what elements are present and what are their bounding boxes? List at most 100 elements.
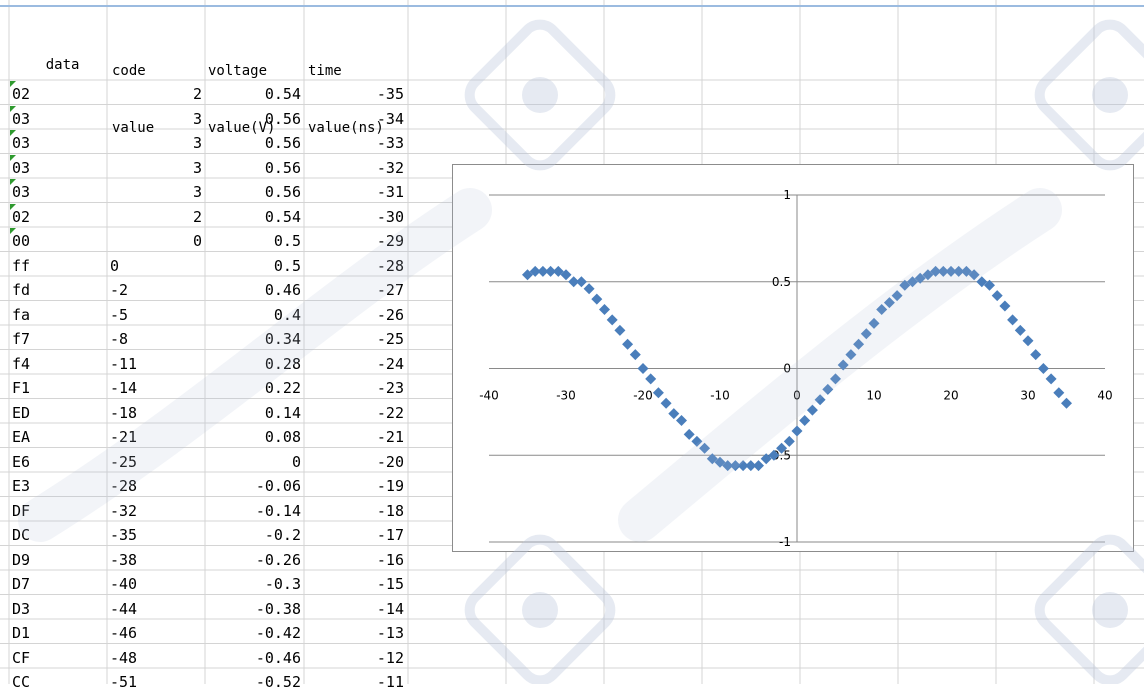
cell-time[interactable]: -12 [376,648,404,667]
cell-code[interactable]: -2 [110,281,129,299]
cell-code[interactable]: -51 [110,673,138,691]
cell-data[interactable]: CC [12,673,31,691]
cell-voltage[interactable]: 0.28 [264,354,301,373]
cell-voltage[interactable]: -0.46 [255,648,301,667]
header-time-value[interactable]: time value(ns) [308,24,408,176]
cell-data[interactable]: EA [12,428,31,446]
cell-time[interactable]: -30 [376,207,404,226]
cell-voltage[interactable]: 0.54 [264,207,301,226]
cell-voltage[interactable]: 0.56 [264,134,301,152]
cell-voltage[interactable]: 0.54 [264,85,301,103]
cell-code[interactable]: 2 [192,207,202,226]
cell-data[interactable]: D7 [12,575,31,593]
cell-data[interactable]: D1 [12,624,31,642]
cell-code[interactable]: -38 [110,550,138,569]
cell-data[interactable]: fa [12,305,31,324]
cell-data[interactable]: 02 [12,207,31,226]
cell-data[interactable]: 03 [12,109,31,128]
cell-time[interactable]: -31 [376,183,404,201]
cell-time[interactable]: -24 [376,354,404,373]
cell-voltage[interactable]: 0.5 [273,256,301,275]
cell-data[interactable]: f4 [12,354,31,373]
cell-code[interactable]: -18 [110,403,138,422]
cell-data[interactable]: E3 [12,477,31,495]
cell-voltage[interactable]: -0.52 [255,673,301,691]
cell-voltage[interactable]: -0.42 [255,624,301,642]
cell-voltage[interactable]: 0.08 [264,428,301,446]
cell-voltage[interactable]: 0.46 [264,281,301,299]
cell-voltage[interactable]: 0.14 [264,403,301,422]
cell-data[interactable]: 03 [12,134,31,152]
cell-time[interactable]: -34 [376,109,404,128]
cell-code[interactable]: -40 [110,575,138,593]
cell-voltage[interactable]: -0.38 [255,599,301,618]
cell-code[interactable]: 3 [192,134,202,152]
cell-code[interactable]: -5 [110,305,129,324]
cell-code[interactable]: -8 [110,330,129,348]
cell-time[interactable]: -19 [376,477,404,495]
cell-time[interactable]: -14 [376,599,404,618]
cell-time[interactable]: -28 [376,256,404,275]
header-code-value[interactable]: code value [112,24,202,176]
cell-code[interactable]: 0 [192,232,202,250]
cell-data[interactable]: 02 [12,85,31,103]
cell-code[interactable]: -44 [110,599,138,618]
cell-time[interactable]: -35 [376,85,404,103]
cell-code[interactable]: 2 [192,85,202,103]
cell-data[interactable]: D9 [12,550,31,569]
cell-code[interactable]: 3 [192,109,202,128]
cell-data[interactable]: fd [12,281,31,299]
cell-time[interactable]: -18 [376,501,404,520]
cell-voltage[interactable]: -0.14 [255,501,301,520]
cell-time[interactable]: -22 [376,403,404,422]
cell-time[interactable]: -23 [376,379,404,397]
cell-voltage[interactable]: 0.56 [264,109,301,128]
cell-voltage[interactable]: 0 [291,452,301,471]
cell-time[interactable]: -20 [376,452,404,471]
cell-data[interactable]: DF [12,501,31,520]
cell-data[interactable]: D3 [12,599,31,618]
cell-code[interactable]: -21 [110,428,138,446]
cell-code[interactable]: -35 [110,526,138,544]
cell-code[interactable]: -46 [110,624,138,642]
cell-time[interactable]: -32 [376,158,404,177]
cell-voltage[interactable]: 0.22 [264,379,301,397]
cell-data[interactable]: f7 [12,330,31,348]
cell-time[interactable]: -33 [376,134,404,152]
cell-time[interactable]: -25 [376,330,404,348]
cell-voltage[interactable]: 0.34 [264,330,301,348]
cell-time[interactable]: -29 [376,232,404,250]
header-data[interactable]: data [12,37,102,94]
cell-code[interactable]: -32 [110,501,138,520]
cell-data[interactable]: E6 [12,452,31,471]
cell-data[interactable]: 00 [12,232,31,250]
cell-time[interactable]: -21 [376,428,404,446]
cell-code[interactable]: -14 [110,379,138,397]
cell-voltage[interactable]: 0.56 [264,183,301,201]
cell-time[interactable]: -16 [376,550,404,569]
cell-data[interactable]: F1 [12,379,31,397]
cell-code[interactable]: 3 [192,183,202,201]
cell-voltage[interactable]: -0.2 [264,526,301,544]
cell-data[interactable]: DC [12,526,31,544]
cell-voltage[interactable]: 0.4 [273,305,301,324]
cell-voltage[interactable]: 0.5 [273,232,301,250]
cell-voltage[interactable]: -0.06 [255,477,301,495]
cell-time[interactable]: -15 [376,575,404,593]
cell-code[interactable]: 3 [192,158,202,177]
cell-code[interactable]: -28 [110,477,138,495]
header-voltage-value[interactable]: voltage value(V) [208,24,306,176]
cell-time[interactable]: -17 [376,526,404,544]
cell-code[interactable]: -11 [110,354,138,373]
cell-data[interactable]: CF [12,648,31,667]
cell-voltage[interactable]: 0.56 [264,158,301,177]
cell-data[interactable]: 03 [12,183,31,201]
cell-data[interactable]: 03 [12,158,31,177]
cell-voltage[interactable]: -0.26 [255,550,301,569]
cell-code[interactable]: -48 [110,648,138,667]
cell-time[interactable]: -11 [376,673,404,691]
cell-data[interactable]: ff [12,256,31,275]
cell-code[interactable]: -25 [110,452,138,471]
cell-time[interactable]: -26 [376,305,404,324]
